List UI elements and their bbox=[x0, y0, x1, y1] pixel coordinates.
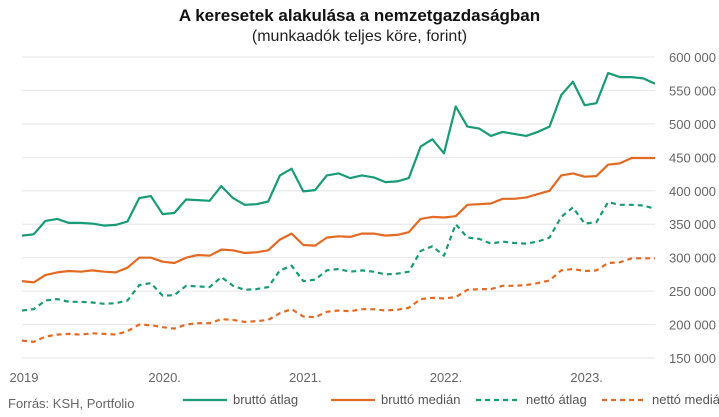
legend-label: nettó medián bbox=[652, 392, 719, 407]
source-note: Forrás: KSH, Portfolio bbox=[8, 396, 135, 411]
x-axis-ticks: 2019 2020. 2021. 2022. 2023. bbox=[10, 370, 603, 385]
y-tick-label: 450 000 bbox=[669, 150, 716, 165]
x-tick-label: 2020. bbox=[148, 370, 181, 385]
y-tick-label: 400 000 bbox=[669, 184, 716, 199]
series-line bbox=[21, 257, 655, 343]
x-tick-label: 2021. bbox=[289, 370, 322, 385]
y-tick-label: 600 000 bbox=[669, 50, 716, 65]
y-tick-label: 300 000 bbox=[669, 251, 716, 266]
y-tick-label: 150 000 bbox=[669, 351, 716, 366]
legend-label: bruttó átlag bbox=[233, 392, 298, 407]
y-tick-label: 550 000 bbox=[669, 83, 716, 98]
chart-title: A keresetek alakulása a nemzetgazdaságba… bbox=[178, 6, 541, 25]
legend: bruttó átlag bruttó medián nettó átlag nett… bbox=[183, 392, 719, 407]
x-tick-label: 2019 bbox=[10, 370, 39, 385]
x-tick-label: 2023. bbox=[570, 370, 603, 385]
y-axis-ticks: 150 000 200 000 250 000 300 000 350 000 400 0… bbox=[669, 50, 716, 366]
y-tick-label: 200 000 bbox=[669, 318, 716, 333]
legend-label: nettó átlag bbox=[526, 392, 587, 407]
gridlines bbox=[22, 56, 655, 359]
legend-label: bruttó medián bbox=[381, 392, 461, 407]
series-lines bbox=[21, 71, 656, 343]
y-tick-label: 250 000 bbox=[669, 284, 716, 299]
chart-subtitle: (munkaadók teljes köre, forint) bbox=[251, 28, 468, 45]
y-tick-label: 500 000 bbox=[669, 117, 716, 132]
series-line bbox=[21, 201, 656, 312]
x-tick-label: 2022. bbox=[430, 370, 463, 385]
series-line bbox=[21, 71, 656, 237]
series-line bbox=[21, 156, 655, 284]
y-tick-label: 350 000 bbox=[669, 217, 716, 232]
